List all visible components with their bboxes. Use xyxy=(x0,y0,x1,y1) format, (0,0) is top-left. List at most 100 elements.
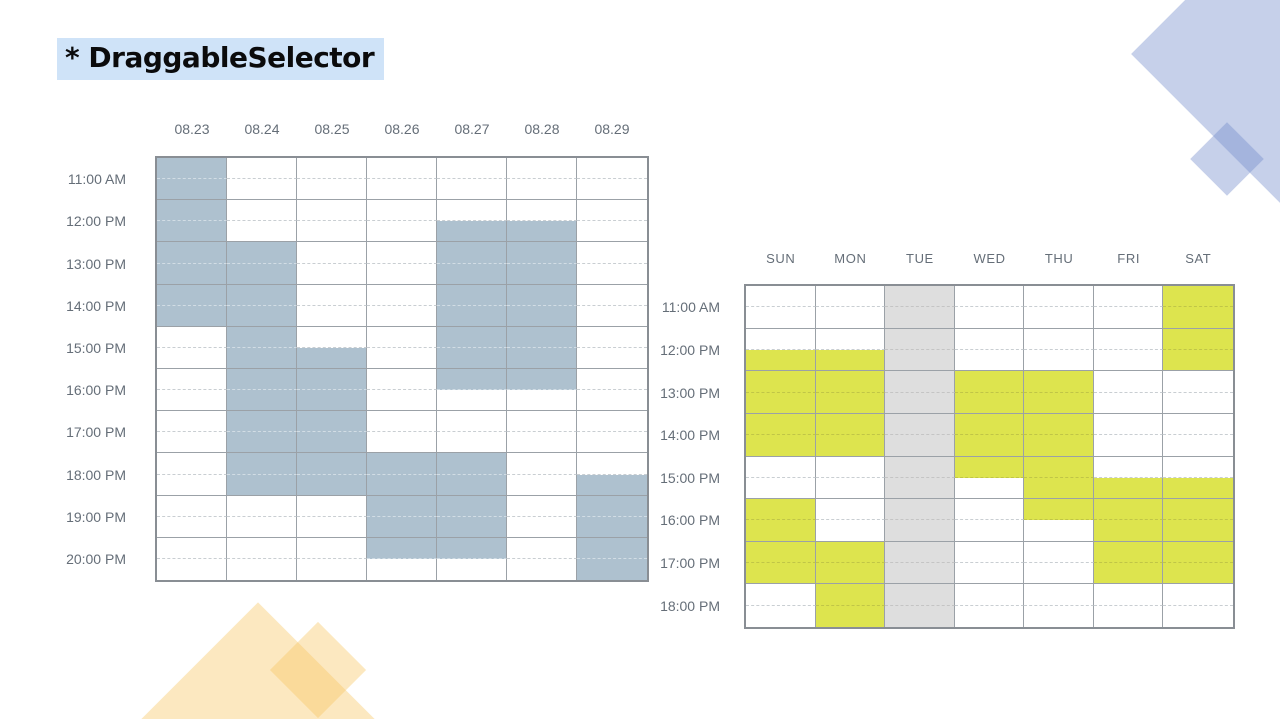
time-slot-cell[interactable] xyxy=(815,520,886,542)
time-slot-cell[interactable] xyxy=(507,305,577,327)
time-slot-cell[interactable] xyxy=(954,541,1025,564)
time-slot-cell[interactable] xyxy=(437,390,507,412)
time-slot-cell[interactable] xyxy=(367,200,437,222)
time-slot-cell[interactable] xyxy=(437,516,507,538)
time-slot-cell[interactable] xyxy=(1024,371,1094,393)
time-slot-cell[interactable] xyxy=(367,221,437,243)
time-slot-cell[interactable] xyxy=(746,477,816,500)
time-slot-cell[interactable] xyxy=(746,286,816,308)
time-slot-cell[interactable] xyxy=(577,264,647,285)
time-slot-cell[interactable] xyxy=(577,200,647,222)
time-slot-cell[interactable] xyxy=(577,369,647,391)
time-slot-cell[interactable] xyxy=(297,432,367,454)
time-slot-cell[interactable] xyxy=(577,474,647,496)
time-slot-cell[interactable] xyxy=(157,284,227,306)
time-slot-cell[interactable] xyxy=(815,456,886,478)
time-slot-cell[interactable] xyxy=(297,263,367,285)
time-slot-cell[interactable] xyxy=(297,305,367,327)
time-slot-cell[interactable] xyxy=(367,558,437,580)
time-slot-cell[interactable] xyxy=(367,474,437,496)
time-slot-cell[interactable] xyxy=(1024,477,1094,500)
time-slot-cell[interactable] xyxy=(227,284,297,306)
time-slot-cell[interactable] xyxy=(367,411,437,433)
time-slot-cell[interactable] xyxy=(227,347,297,369)
time-slot-cell[interactable] xyxy=(437,474,507,496)
time-slot-cell[interactable] xyxy=(1163,457,1233,478)
time-slot-cell[interactable] xyxy=(297,390,367,412)
time-slot-cell[interactable] xyxy=(297,558,367,580)
time-slot-cell[interactable] xyxy=(507,263,577,285)
time-slot-cell[interactable] xyxy=(507,221,577,243)
time-slot-cell[interactable] xyxy=(367,179,437,201)
time-slot-cell[interactable] xyxy=(1093,477,1164,500)
time-slot-cell[interactable] xyxy=(437,347,507,369)
time-slot-cell[interactable] xyxy=(954,456,1025,478)
time-slot-cell[interactable] xyxy=(437,537,507,559)
time-slot-cell[interactable] xyxy=(367,537,437,559)
time-slot-cell[interactable] xyxy=(815,349,886,372)
time-slot-cell[interactable] xyxy=(955,605,1025,627)
time-slot-cell[interactable] xyxy=(297,221,367,243)
time-slot-cell[interactable] xyxy=(1093,435,1164,457)
time-slot-cell[interactable] xyxy=(157,411,227,433)
time-slot-cell[interactable] xyxy=(157,516,227,538)
time-slot-cell[interactable] xyxy=(367,326,437,348)
time-slot-cell[interactable] xyxy=(227,432,297,454)
time-slot-cell[interactable] xyxy=(227,516,297,538)
time-slot-cell[interactable] xyxy=(297,179,367,201)
time-slot-cell[interactable] xyxy=(577,411,647,433)
time-slot-cell[interactable] xyxy=(815,435,886,457)
time-slot-cell[interactable] xyxy=(367,432,437,454)
time-slot-cell[interactable] xyxy=(815,605,886,627)
time-slot-cell[interactable] xyxy=(507,284,577,306)
time-slot-cell[interactable] xyxy=(367,263,437,285)
time-slot-cell[interactable] xyxy=(367,390,437,412)
time-slot-cell[interactable] xyxy=(297,411,367,433)
time-slot-cell[interactable] xyxy=(367,158,437,180)
time-slot-cell[interactable] xyxy=(1094,605,1164,627)
time-slot-cell[interactable] xyxy=(1024,605,1094,627)
time-slot-cell[interactable] xyxy=(437,453,507,475)
time-slot-cell[interactable] xyxy=(746,392,816,414)
time-slot-cell[interactable] xyxy=(507,347,577,369)
time-slot-cell[interactable] xyxy=(1093,307,1164,329)
time-slot-cell[interactable] xyxy=(746,371,816,393)
time-slot-cell[interactable] xyxy=(1024,307,1094,329)
time-slot-cell[interactable] xyxy=(577,432,647,454)
time-slot-cell[interactable] xyxy=(954,371,1025,393)
time-slot-cell[interactable] xyxy=(157,453,227,475)
time-slot-cell[interactable] xyxy=(1024,499,1094,521)
time-slot-cell[interactable] xyxy=(297,495,367,517)
time-slot-cell[interactable] xyxy=(297,516,367,538)
time-slot-cell[interactable] xyxy=(1024,584,1094,606)
time-slot-cell[interactable] xyxy=(1163,328,1233,350)
time-slot-cell[interactable] xyxy=(507,537,577,559)
time-slot-cell[interactable] xyxy=(157,326,227,348)
time-slot-cell[interactable] xyxy=(746,328,816,350)
time-slot-cell[interactable] xyxy=(577,558,647,580)
time-slot-cell[interactable] xyxy=(437,200,507,222)
time-slot-cell[interactable] xyxy=(954,520,1025,542)
time-slot-cell[interactable] xyxy=(577,516,647,538)
time-slot-cell[interactable] xyxy=(227,369,297,391)
time-slot-cell[interactable] xyxy=(1093,541,1164,564)
time-slot-cell[interactable] xyxy=(227,221,297,243)
time-slot-cell[interactable] xyxy=(1163,563,1233,585)
time-slot-cell[interactable] xyxy=(1163,435,1233,457)
time-slot-cell[interactable] xyxy=(1163,414,1233,436)
time-slot-cell[interactable] xyxy=(1163,520,1233,542)
time-slot-cell[interactable] xyxy=(157,432,227,454)
time-slot-cell[interactable] xyxy=(577,453,647,475)
time-slot-cell[interactable] xyxy=(157,558,227,580)
time-slot-cell[interactable] xyxy=(227,474,297,496)
time-slot-cell[interactable] xyxy=(954,307,1025,329)
time-slot-cell[interactable] xyxy=(815,413,886,436)
time-slot-cell[interactable] xyxy=(746,563,816,585)
time-slot-cell[interactable] xyxy=(577,285,647,306)
time-slot-cell[interactable] xyxy=(227,495,297,517)
time-slot-cell[interactable] xyxy=(1024,328,1094,350)
time-slot-cell[interactable] xyxy=(507,242,577,264)
time-slot-cell[interactable] xyxy=(577,348,647,369)
time-slot-cell[interactable] xyxy=(1163,584,1233,606)
time-slot-cell[interactable] xyxy=(746,541,816,564)
